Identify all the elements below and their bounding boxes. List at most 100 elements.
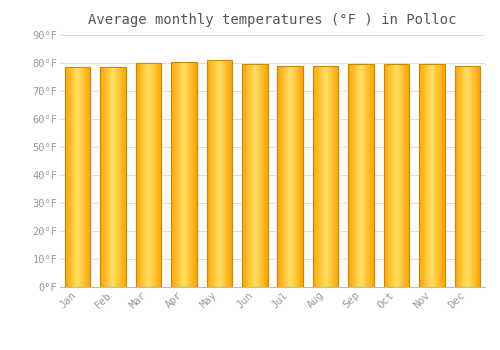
Bar [70,67,72,287]
Bar [187,62,188,287]
Bar [216,60,217,287]
Bar [158,63,160,287]
Bar [260,64,261,287]
Bar [179,62,180,287]
Bar [111,67,112,287]
Bar [423,64,424,287]
Bar [431,64,432,287]
Bar [65,67,66,287]
Bar [462,66,463,287]
Bar [365,64,366,287]
Bar [384,64,385,287]
Bar [172,62,173,287]
Bar [361,64,362,287]
Bar [464,66,465,287]
Bar [424,64,425,287]
Bar [350,64,351,287]
Bar [348,64,374,287]
Title: Average monthly temperatures (°F ) in Polloc: Average monthly temperatures (°F ) in Po… [88,13,457,27]
Bar [142,63,143,287]
Bar [267,64,268,287]
Bar [313,66,314,287]
Bar [352,64,353,287]
Bar [206,60,208,287]
Bar [330,66,332,287]
Bar [113,67,114,287]
Bar [368,64,370,287]
Bar [432,64,433,287]
Bar [89,67,90,287]
Bar [254,64,255,287]
Bar [430,64,432,287]
Bar [371,64,372,287]
Bar [67,67,68,287]
Bar [191,62,192,287]
Bar [421,64,422,287]
Bar [292,66,293,287]
Bar [400,64,401,287]
Bar [299,66,300,287]
Bar [263,64,264,287]
Bar [428,64,430,287]
Bar [460,66,461,287]
Bar [152,63,153,287]
Bar [218,60,220,287]
Bar [403,64,404,287]
Bar [473,66,474,287]
Bar [181,62,182,287]
Bar [125,67,126,287]
Bar [366,64,367,287]
Bar [372,64,373,287]
Bar [211,60,212,287]
Bar [84,67,86,287]
Bar [252,64,253,287]
Bar [209,60,210,287]
Bar [86,67,88,287]
Bar [114,67,115,287]
Bar [146,63,148,287]
Bar [284,66,285,287]
Bar [65,67,90,287]
Bar [79,67,80,287]
Bar [392,64,394,287]
Bar [228,60,229,287]
Bar [436,64,437,287]
Bar [323,66,324,287]
Bar [442,64,444,287]
Bar [180,62,181,287]
Bar [363,64,364,287]
Bar [158,63,159,287]
Bar [318,66,320,287]
Bar [329,66,330,287]
Bar [476,66,477,287]
Bar [148,63,149,287]
Bar [77,67,78,287]
Bar [324,66,325,287]
Bar [326,66,327,287]
Bar [283,66,284,287]
Bar [212,60,213,287]
Bar [137,63,138,287]
Bar [245,64,246,287]
Bar [457,66,458,287]
Bar [194,62,195,287]
Bar [190,62,191,287]
Bar [139,63,140,287]
Bar [330,66,331,287]
Bar [327,66,328,287]
Bar [226,60,227,287]
Bar [185,62,186,287]
Bar [136,63,137,287]
Bar [108,67,110,287]
Bar [101,67,102,287]
Bar [288,66,289,287]
Bar [320,66,321,287]
Bar [124,67,126,287]
Bar [351,64,352,287]
Bar [459,66,460,287]
Bar [472,66,473,287]
Bar [136,63,162,287]
Bar [289,66,290,287]
Bar [69,67,70,287]
Bar [353,64,354,287]
